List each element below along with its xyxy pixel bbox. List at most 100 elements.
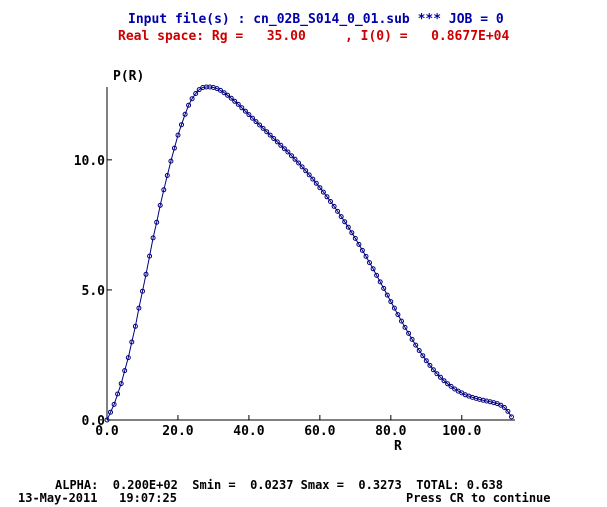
data-point <box>218 87 223 93</box>
data-point <box>370 266 376 272</box>
data-point <box>175 132 181 138</box>
data-point <box>157 202 163 208</box>
data-point <box>132 323 138 329</box>
data-point <box>278 142 284 148</box>
timestamp: 13-May-2011 19:07:25 <box>18 491 177 505</box>
y-tick-label: 5.0 <box>82 284 106 299</box>
data-point <box>509 414 514 420</box>
x-tick-label: 80.0 <box>375 424 406 439</box>
data-point <box>150 235 156 241</box>
data-point <box>384 292 390 298</box>
data-point <box>225 92 231 98</box>
data-point <box>391 305 397 311</box>
data-point <box>140 288 145 294</box>
data-point <box>164 173 170 178</box>
data-point <box>349 230 355 236</box>
data-point <box>381 285 387 291</box>
x-tick-label: 60.0 <box>304 424 335 439</box>
data-point <box>317 185 323 191</box>
continue-prompt: Press CR to continue <box>406 491 551 505</box>
data-point <box>320 189 326 195</box>
data-point <box>242 108 248 114</box>
axes <box>106 87 515 421</box>
x-axis-label: R <box>394 439 402 454</box>
data-point <box>374 272 380 278</box>
data-point <box>154 219 160 225</box>
data-point <box>377 279 383 285</box>
data-point <box>274 139 280 145</box>
data-point <box>402 324 408 330</box>
data-point <box>313 180 319 186</box>
data-point <box>253 119 259 125</box>
data-point <box>143 271 149 277</box>
data-point <box>434 371 440 377</box>
data-point <box>111 401 117 407</box>
data-point <box>182 111 188 117</box>
data-point <box>420 353 426 359</box>
data-point <box>296 160 302 166</box>
data-point <box>118 381 124 387</box>
data-point <box>136 305 142 311</box>
data-point <box>235 101 241 107</box>
data-point <box>356 241 362 247</box>
data-point <box>448 383 454 389</box>
data-point <box>328 199 333 204</box>
data-point <box>104 417 110 423</box>
data-point <box>292 156 298 162</box>
data-point <box>306 172 312 178</box>
data-point <box>423 358 429 364</box>
data-point <box>413 342 419 348</box>
data-point <box>338 214 344 220</box>
data-point <box>367 260 372 266</box>
data-point <box>299 164 305 170</box>
data-point <box>189 96 195 102</box>
data-point <box>399 318 404 324</box>
data-point <box>271 136 277 141</box>
data-point <box>239 105 245 111</box>
data-point <box>409 336 415 342</box>
x-tick-label: 100.0 <box>442 424 481 439</box>
data-point <box>260 125 266 131</box>
data-point <box>168 158 174 164</box>
data-point <box>186 102 192 108</box>
data-point <box>416 348 422 353</box>
data-point <box>179 122 184 128</box>
data-point <box>108 409 113 415</box>
data-point <box>501 405 507 410</box>
x-tick-label: 20.0 <box>162 424 193 439</box>
x-tick-label: 40.0 <box>233 424 264 439</box>
real-space-summary: Real space: Rg = 35.00 , I(0) = 0.8677E+… <box>118 29 510 44</box>
series-line <box>106 86 512 421</box>
data-point <box>359 247 365 253</box>
data-point <box>388 299 394 305</box>
data-point <box>257 122 263 128</box>
data-point <box>345 224 351 230</box>
ticks: 0.0 20.0 40.0 60.0 80.0 100.0 0.0 5.0 10.0 <box>74 154 482 439</box>
data-points <box>104 84 514 423</box>
data-point <box>335 208 341 214</box>
data-point <box>310 176 316 182</box>
data-point <box>193 91 199 96</box>
data-point <box>438 374 443 380</box>
data-point <box>115 391 121 397</box>
data-point <box>324 194 330 200</box>
data-point <box>303 168 309 174</box>
data-point <box>122 368 128 374</box>
fit-parameters: ALPHA: 0.200E+02 Smin = 0.0237 Smax = 0.… <box>55 478 503 492</box>
data-point <box>281 146 287 152</box>
data-point <box>430 367 436 373</box>
x-tick-label: 0.0 <box>95 424 119 439</box>
data-point <box>498 402 504 408</box>
data-point <box>505 408 511 414</box>
data-point <box>196 87 202 93</box>
data-point <box>228 95 234 101</box>
data-point <box>232 98 238 104</box>
data-point <box>441 378 447 384</box>
y-axis-label: P(R) <box>113 69 144 84</box>
y-tick-label: 10.0 <box>74 154 105 169</box>
data-point <box>129 339 135 345</box>
input-file-header: Input file(s) : cn_02B_S014_0_01.sub ***… <box>128 12 504 27</box>
data-point <box>289 153 294 159</box>
data-point <box>250 115 255 121</box>
